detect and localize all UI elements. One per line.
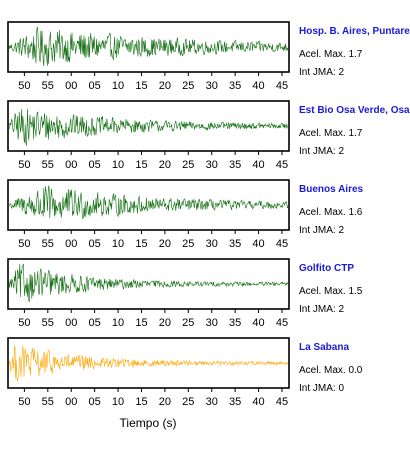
x-tick-label: 30 bbox=[206, 317, 218, 329]
x-tick-label: 00 bbox=[65, 159, 77, 171]
panel-2: 50 55 00 05 10 15 20 25 30 35 40 45 Est Bio Osa Verd… bbox=[7, 100, 410, 171]
acel-max-label: Acel. Max. 1.6 bbox=[299, 207, 363, 218]
x-tick-label: 45 bbox=[276, 238, 288, 250]
station-name: Buenos Aires bbox=[299, 184, 364, 195]
x-tick-label: 20 bbox=[159, 317, 171, 329]
acel-max-label: Acel. Max. 0.0 bbox=[299, 365, 363, 376]
x-tick-label: 25 bbox=[182, 80, 194, 92]
x-tick-label: 35 bbox=[229, 317, 241, 329]
x-tick-label: 40 bbox=[252, 317, 264, 329]
x-tick-label: 50 bbox=[18, 238, 30, 250]
panels-group: 50 55 00 05 10 15 20 25 30 35 40 45 Hosp. B. Aires, … bbox=[7, 21, 410, 408]
x-tick-label: 50 bbox=[18, 159, 30, 171]
x-tick-label: 10 bbox=[112, 80, 124, 92]
x-tick-label: 30 bbox=[206, 238, 218, 250]
panel-1: 50 55 00 05 10 15 20 25 30 35 40 45 Hosp. B. Aires, … bbox=[7, 21, 410, 92]
x-tick-label: 45 bbox=[276, 317, 288, 329]
x-tick-label: 50 bbox=[18, 80, 30, 92]
x-tick-label: 05 bbox=[89, 396, 101, 408]
x-tick-label: 10 bbox=[112, 238, 124, 250]
x-tick-label: 50 bbox=[18, 396, 30, 408]
x-tick-label: 00 bbox=[65, 396, 77, 408]
x-tick-label: 15 bbox=[135, 317, 147, 329]
x-tick-label: 15 bbox=[135, 159, 147, 171]
x-tick-label: 35 bbox=[229, 238, 241, 250]
x-tick-label: 05 bbox=[89, 159, 101, 171]
station-name: Hosp. B. Aires, Puntare bbox=[299, 26, 410, 37]
panel-frame bbox=[7, 258, 290, 310]
x-tick-label: 20 bbox=[159, 396, 171, 408]
x-tick-label: 10 bbox=[112, 317, 124, 329]
int-jma-label: Int JMA: 0 bbox=[299, 383, 344, 394]
x-tick-label: 30 bbox=[206, 396, 218, 408]
acel-max-label: Acel. Max. 1.7 bbox=[299, 49, 363, 60]
x-tick-label: 35 bbox=[229, 80, 241, 92]
x-tick-label: 45 bbox=[276, 159, 288, 171]
acel-max-label: Acel. Max. 1.7 bbox=[299, 128, 363, 139]
x-tick-label: 25 bbox=[182, 317, 194, 329]
x-tick-label: 20 bbox=[159, 80, 171, 92]
x-tick-label: 00 bbox=[65, 317, 77, 329]
x-axis-title: Tiempo (s) bbox=[120, 416, 177, 430]
x-tick-label: 30 bbox=[206, 159, 218, 171]
x-tick-label: 35 bbox=[229, 159, 241, 171]
x-tick-label: 55 bbox=[42, 80, 54, 92]
x-tick-label: 00 bbox=[65, 80, 77, 92]
x-tick-label: 10 bbox=[112, 396, 124, 408]
x-tick-label: 20 bbox=[159, 238, 171, 250]
int-jma-label: Int JMA: 2 bbox=[299, 67, 344, 78]
panel-4: 50 55 00 05 10 15 20 25 30 35 40 45 Golfito CTP Acel.… bbox=[7, 258, 363, 329]
x-tick-label: 45 bbox=[276, 396, 288, 408]
x-tick-label: 55 bbox=[42, 159, 54, 171]
panel-frame bbox=[7, 337, 290, 389]
waveform-trace-1 bbox=[8, 26, 289, 67]
x-tick-label: 25 bbox=[182, 159, 194, 171]
x-tick-label: 30 bbox=[206, 80, 218, 92]
panel-frame bbox=[7, 179, 290, 231]
x-tick-label: 15 bbox=[135, 238, 147, 250]
acel-max-label: Acel. Max. 1.5 bbox=[299, 286, 363, 297]
x-tick-label: 40 bbox=[252, 396, 264, 408]
int-jma-label: Int JMA: 2 bbox=[299, 146, 344, 157]
x-tick-label: 55 bbox=[42, 317, 54, 329]
x-tick-label: 25 bbox=[182, 238, 194, 250]
x-tick-label: 25 bbox=[182, 396, 194, 408]
panel-frame bbox=[7, 21, 290, 73]
x-tick-label: 00 bbox=[65, 238, 77, 250]
waveform-trace-5 bbox=[8, 345, 289, 382]
station-name: Est Bio Osa Verde, Osa bbox=[299, 105, 410, 116]
x-tick-label: 05 bbox=[89, 317, 101, 329]
waveform-trace-4 bbox=[8, 263, 289, 303]
station-name: Golfito CTP bbox=[299, 263, 354, 274]
x-tick-label: 05 bbox=[89, 238, 101, 250]
x-tick-label: 55 bbox=[42, 238, 54, 250]
waveform-trace-3 bbox=[8, 185, 289, 220]
x-tick-label: 40 bbox=[252, 159, 264, 171]
panel-5: 50 55 00 05 10 15 20 25 30 35 40 45 La Sabana Acel. M… bbox=[7, 337, 363, 408]
station-name: La Sabana bbox=[299, 342, 349, 353]
x-tick-label: 15 bbox=[135, 396, 147, 408]
x-tick-label: 20 bbox=[159, 159, 171, 171]
x-tick-label: 35 bbox=[229, 396, 241, 408]
x-tick-label: 55 bbox=[42, 396, 54, 408]
int-jma-label: Int JMA: 2 bbox=[299, 225, 344, 236]
x-tick-label: 05 bbox=[89, 80, 101, 92]
x-tick-label: 15 bbox=[135, 80, 147, 92]
x-tick-label: 10 bbox=[112, 159, 124, 171]
x-tick-label: 40 bbox=[252, 238, 264, 250]
x-tick-label: 45 bbox=[276, 80, 288, 92]
panel-3: 50 55 00 05 10 15 20 25 30 35 40 45 Buenos Aires Acel… bbox=[7, 179, 364, 250]
int-jma-label: Int JMA: 2 bbox=[299, 304, 344, 315]
x-tick-label: 50 bbox=[18, 317, 30, 329]
panel-frame bbox=[7, 100, 290, 152]
x-tick-label: 40 bbox=[252, 80, 264, 92]
waveform-trace-2 bbox=[8, 108, 289, 146]
